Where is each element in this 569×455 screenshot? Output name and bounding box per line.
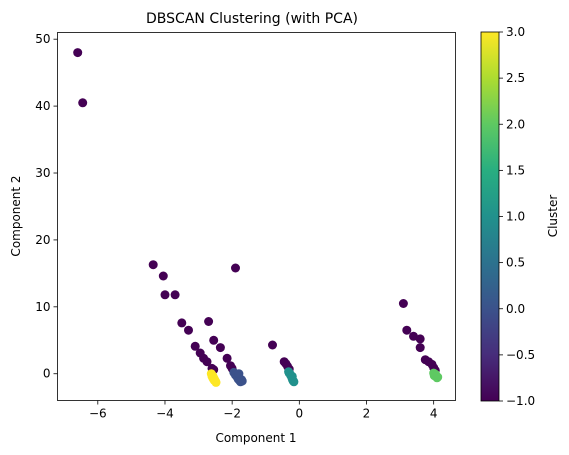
y-axis: 0 10 20 30 40 50: [35, 32, 58, 381]
colorbar-tick-label-2: 0.0: [506, 302, 525, 316]
y-tick-label-5: 50: [35, 32, 50, 46]
y-tick-label-3: 30: [35, 166, 50, 180]
y-tick-label-0: 0: [43, 367, 51, 381]
x-tick-label-0: −6: [89, 407, 107, 421]
point-cluster--1-5: [170, 290, 180, 300]
point-cluster-3-8: [208, 373, 218, 383]
plot-area: −6 −4 −2 0 2 4 0 10 20 30 40 50: [35, 32, 456, 421]
x-axis: −6 −4 −2 0 2 4: [89, 400, 438, 421]
point-cluster--1-11: [202, 357, 212, 367]
colorbar-tick-label-4: 1.0: [506, 210, 525, 224]
x-tick-label-1: −4: [156, 407, 174, 421]
point-cluster--1-0: [73, 48, 83, 58]
point-cluster--1-25: [415, 334, 425, 344]
point-cluster--1-23: [402, 325, 412, 335]
point-cluster--1-15: [222, 353, 232, 363]
point-cluster--1-26: [415, 343, 425, 353]
colorbar-tick-label-6: 2.0: [506, 117, 525, 131]
plot-frame: [57, 32, 456, 401]
chart-title: DBSCAN Clustering (with PCA): [146, 11, 358, 27]
colorbar-tick-label-3: 0.5: [506, 256, 525, 270]
x-tick-label-2: −2: [223, 407, 241, 421]
point-cluster-1-8: [287, 371, 297, 381]
y-tick-label-1: 10: [35, 300, 50, 314]
y-tick-label-2: 20: [35, 233, 50, 247]
x-tick-label-5: 4: [430, 407, 438, 421]
point-cluster--1-3: [158, 271, 168, 281]
point-cluster-2-6: [431, 369, 441, 379]
point-cluster--1-14: [215, 343, 225, 353]
colorbar-tick-label-1: −0.5: [506, 348, 535, 362]
y-tick-label-4: 40: [35, 99, 50, 113]
colorbar-tick-label-0: −1.0: [506, 394, 535, 408]
point-cluster--1-7: [184, 325, 193, 335]
colorbar-tick-label-8: 3.0: [506, 25, 525, 39]
x-axis-label: Component 1: [215, 431, 296, 445]
y-axis-label: Component 2: [9, 175, 23, 256]
point-cluster--1-22: [398, 299, 408, 308]
point-cluster--1-17: [231, 263, 240, 273]
point-cluster--1-2: [148, 260, 158, 270]
point-cluster--1-8: [190, 341, 200, 351]
point-cluster--1-4: [160, 290, 170, 300]
x-tick-label-4: 2: [363, 407, 371, 421]
point-cluster--1-1: [78, 98, 88, 108]
colorbar: −1.0 −0.5 0.0 0.5 1.0 1.5 2.0 2.5 3.0 Cluster: [480, 25, 560, 408]
colorbar-ticks: −1.0 −0.5 0.0 0.5 1.0 1.5 2.0 2.5 3.0: [499, 25, 535, 408]
point-cluster-0-8: [237, 376, 247, 386]
point-cluster--1-18: [268, 340, 277, 350]
x-tick-label-3: 0: [296, 407, 304, 421]
colorbar-tick-label-5: 1.5: [506, 163, 525, 177]
colorbar-gradient: [481, 32, 499, 401]
point-cluster--1-12: [204, 317, 214, 326]
scatter-points: [73, 48, 443, 387]
colorbar-label: Cluster: [546, 195, 560, 238]
point-cluster--1-13: [209, 335, 219, 345]
point-cluster--1-6: [177, 318, 187, 328]
colorbar-tick-label-7: 2.5: [506, 71, 525, 85]
